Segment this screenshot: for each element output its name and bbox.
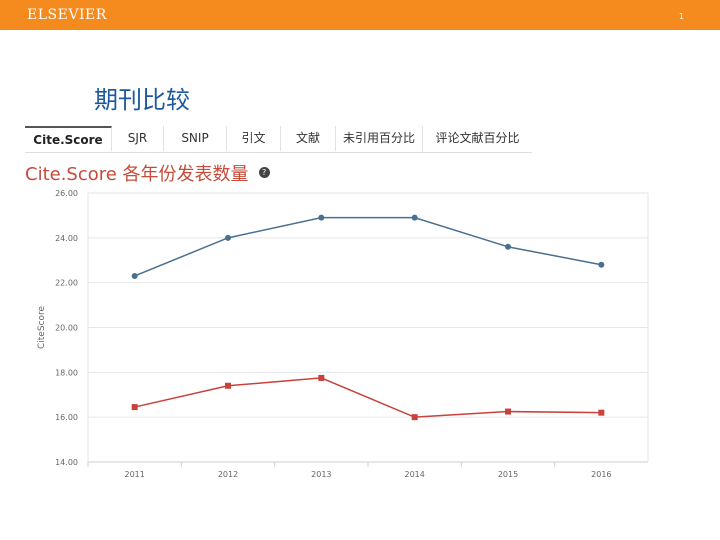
tab-sjr[interactable]: SJR — [112, 126, 164, 151]
help-icon[interactable]: ? — [258, 166, 270, 178]
chart-gridlines — [87, 192, 649, 463]
data-point-circle — [225, 234, 231, 241]
slide-title: 期刊比较 — [94, 86, 190, 114]
tab-citescore[interactable]: Cite.Score — [25, 126, 112, 151]
top-bar: ELSEVIER 1 — [0, 0, 720, 30]
data-point-square — [505, 408, 511, 415]
data-point-square — [225, 382, 231, 389]
data-point-circle — [598, 261, 605, 268]
y-tick-label: 16.00 — [55, 413, 78, 422]
y-tick-label: 18.00 — [55, 368, 78, 377]
y-tick-label: 14.00 — [55, 458, 78, 467]
y-axis-ticks: 14.00 16.00 18.00 20.00 22.00 24.00 26.00 — [55, 189, 78, 467]
x-tick-label: 2015 — [498, 470, 518, 479]
tab-documents[interactable]: 文献 — [281, 126, 336, 151]
tab-uncited-percent[interactable]: 未引用百分比 — [336, 126, 423, 151]
data-point-circle — [505, 243, 511, 250]
tab-review-percent[interactable]: 评论文献百分比 — [435, 131, 520, 145]
y-tick-label: 26.00 — [55, 189, 78, 198]
y-tick-label: 22.00 — [55, 279, 78, 288]
data-point-square — [131, 404, 138, 411]
data-point-square — [598, 409, 605, 416]
tab-snip[interactable]: SNIP — [164, 126, 227, 151]
data-point-circle — [318, 214, 325, 221]
y-axis-label: CiteScore — [37, 306, 47, 350]
elsevier-logo: ELSEVIER — [27, 7, 107, 23]
tab-citations[interactable]: 引文 — [227, 126, 281, 151]
data-point-circle — [411, 214, 418, 221]
x-tick-label: 2016 — [591, 470, 611, 479]
chart-title-text: Cite.Score 各年份发表数量 — [25, 164, 249, 185]
y-tick-label: 20.00 — [55, 324, 78, 333]
x-tick-label: 2012 — [218, 470, 238, 479]
data-point-circle — [131, 272, 138, 279]
series-line-1 — [134, 377, 602, 418]
x-tick-label: 2011 — [124, 470, 144, 479]
x-tick-label: 2013 — [311, 470, 331, 479]
metric-tabs: Cite.Score SJR SNIP 引文 文献 未引用百分比 评论文献百分比 — [25, 126, 532, 153]
x-tick-label: 2014 — [404, 470, 424, 479]
data-point-square — [318, 374, 325, 381]
chart-title: Cite.Score 各年份发表数量? — [25, 160, 270, 186]
x-axis-ticks: 2011 2012 2013 2014 2015 2016 — [87, 462, 612, 479]
chart-series — [131, 214, 605, 421]
series-line-0 — [134, 216, 602, 277]
data-point-square — [411, 414, 418, 421]
y-tick-label: 24.00 — [55, 234, 78, 243]
page-number: 1 — [678, 12, 684, 21]
